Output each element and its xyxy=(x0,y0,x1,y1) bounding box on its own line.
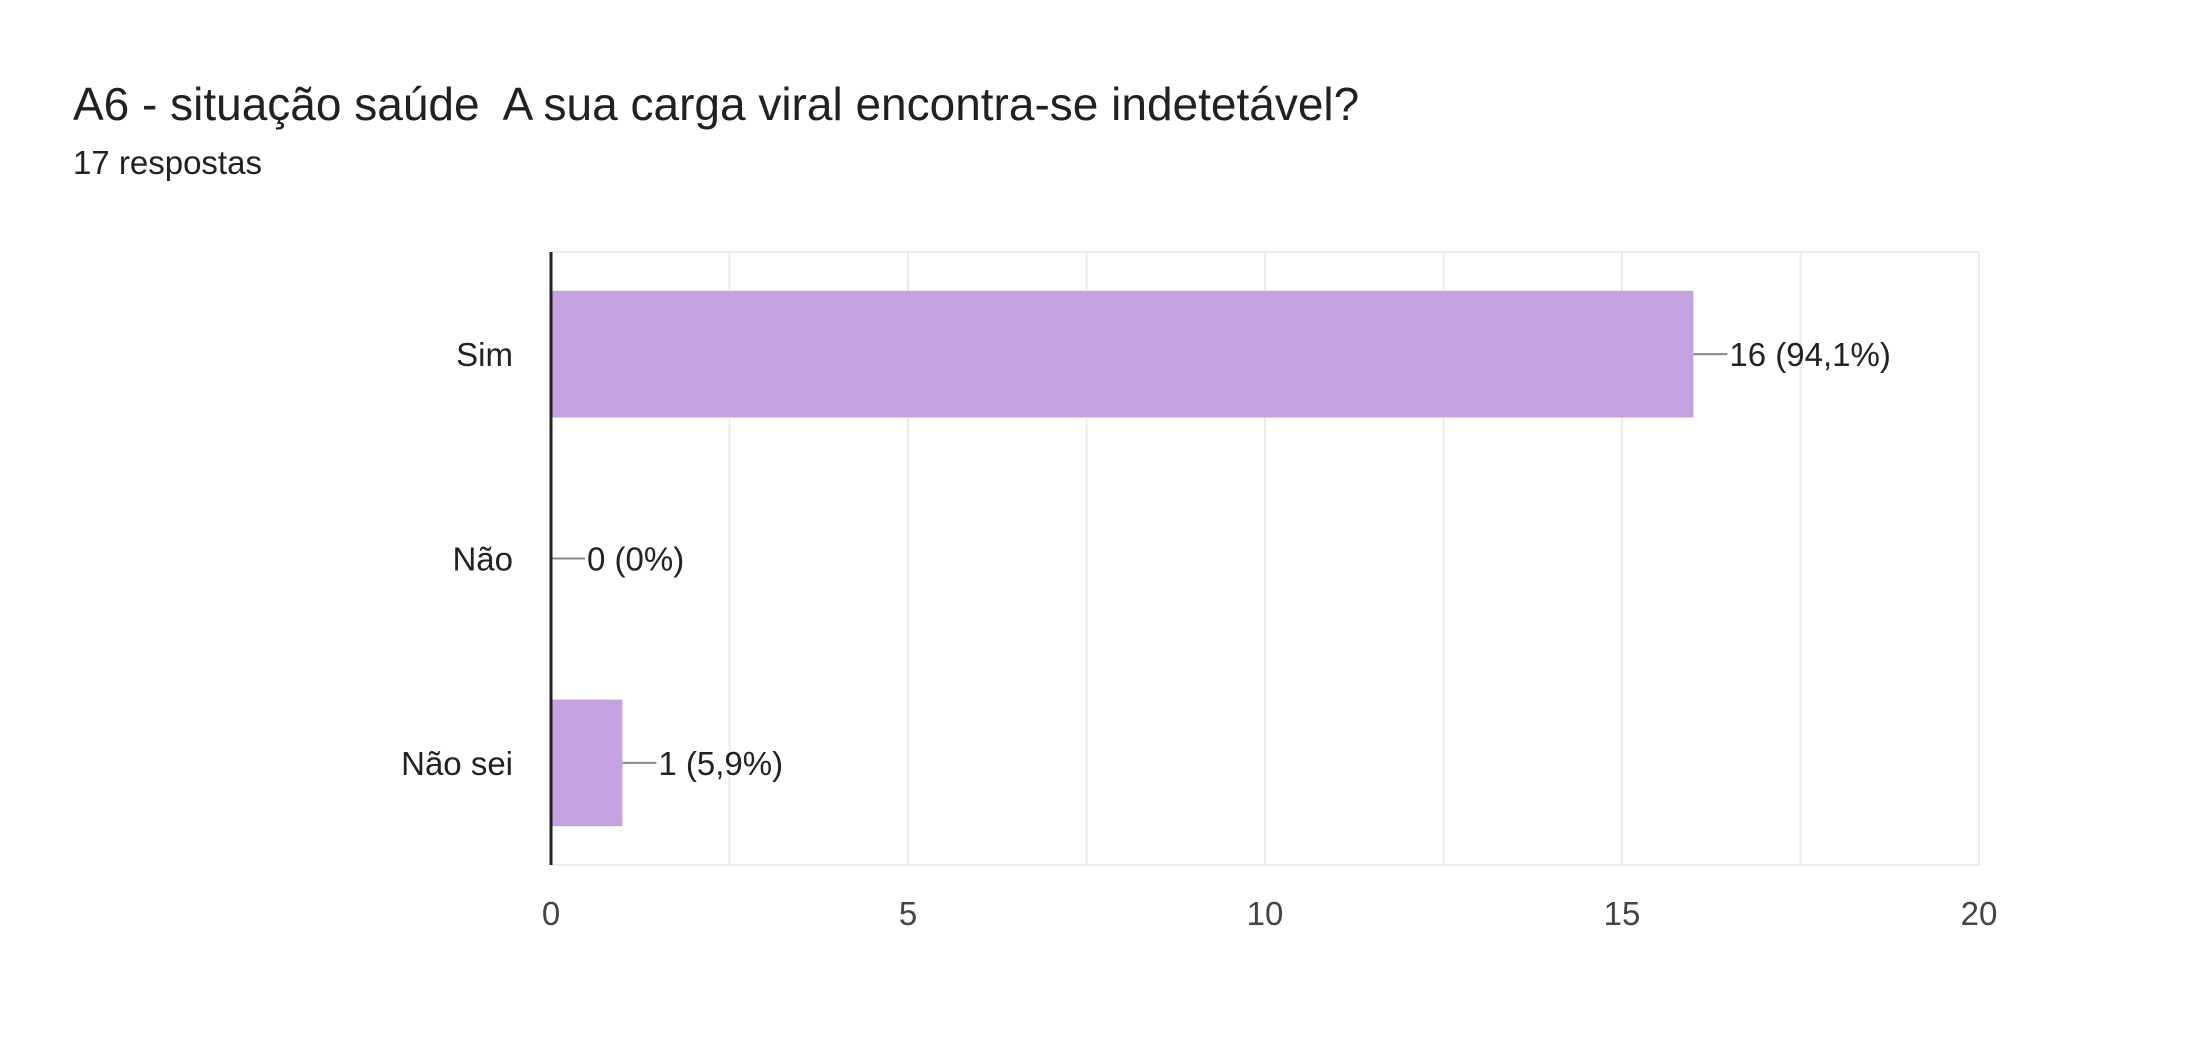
x-tick-label: 5 xyxy=(899,895,917,932)
x-tick-label: 10 xyxy=(1247,895,1284,932)
category-label: Não sei xyxy=(401,745,513,782)
bars-layer xyxy=(551,290,1694,827)
chart-title: A6 - situação saúde A sua carga viral en… xyxy=(73,78,1360,130)
labels-layer: Sim 16 (94,1%) Não 0 (0%) Não sei 1 (5,9%) xyxy=(401,336,1891,782)
x-tick-label: 20 xyxy=(1961,895,1998,932)
data-label: 0 (0%) xyxy=(587,541,684,578)
chart-header: A6 - situação saúde A sua carga viral en… xyxy=(73,72,1359,186)
x-tick-label: 15 xyxy=(1604,895,1641,932)
x-tick-label: 0 xyxy=(542,895,560,932)
bar-1[interactable] xyxy=(551,290,1694,418)
data-label: 1 (5,9%) xyxy=(658,745,783,782)
category-label: Não xyxy=(452,541,513,578)
axis-layer: 0 5 10 15 20 xyxy=(542,252,1998,932)
data-label: 16 (94,1%) xyxy=(1729,336,1890,373)
category-label: Sim xyxy=(456,336,513,373)
grid-layer xyxy=(551,251,1980,866)
bar-3[interactable] xyxy=(551,699,623,827)
response-count: 17 respostas xyxy=(73,144,262,181)
